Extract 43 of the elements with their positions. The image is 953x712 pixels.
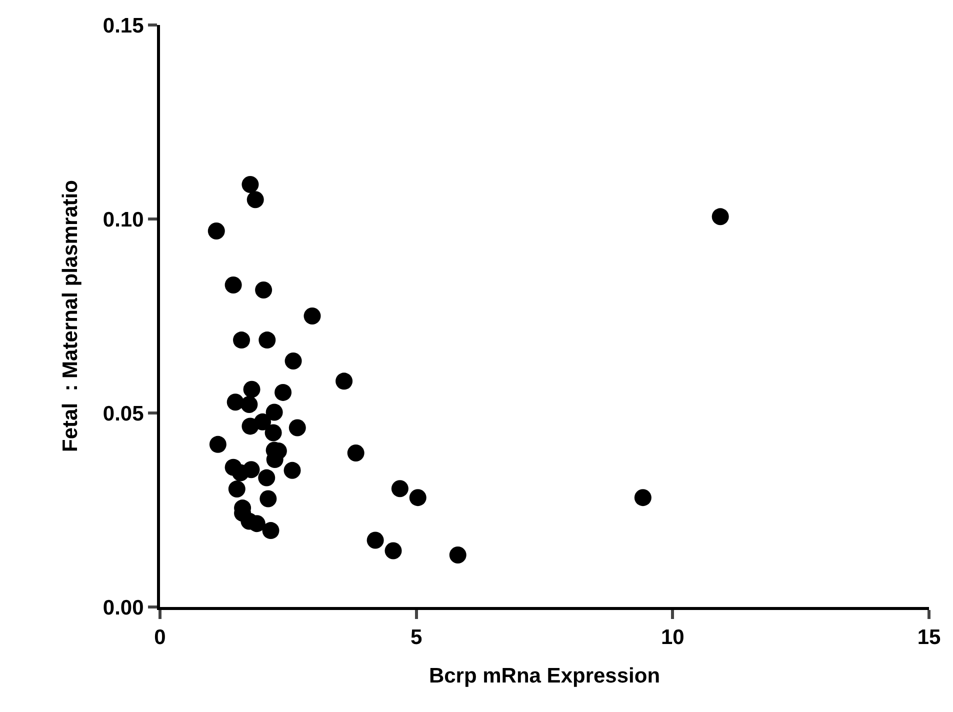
point xyxy=(366,532,384,549)
y-axis-title: Fetal : Maternal plasmratio xyxy=(59,180,82,452)
point xyxy=(409,489,426,506)
point xyxy=(243,380,260,398)
x-tick-label: 15 xyxy=(917,626,941,650)
point xyxy=(233,332,250,349)
point xyxy=(208,222,225,240)
point xyxy=(224,276,242,294)
x-tick-label: 5 xyxy=(410,626,422,650)
point xyxy=(284,462,301,479)
point xyxy=(258,332,276,349)
point xyxy=(384,542,402,560)
point xyxy=(266,404,283,421)
point xyxy=(391,480,408,498)
point xyxy=(347,444,364,462)
point xyxy=(274,384,292,401)
point xyxy=(304,308,321,324)
point xyxy=(288,419,306,436)
point xyxy=(634,489,652,506)
point xyxy=(255,282,272,298)
y-tick-label: 0.00 xyxy=(102,596,144,620)
y-tick-label: 0.10 xyxy=(102,208,144,232)
point xyxy=(226,394,244,411)
point xyxy=(449,546,466,564)
point xyxy=(284,352,302,370)
point xyxy=(336,372,353,390)
point xyxy=(209,436,226,453)
y-tick-label: 0.15 xyxy=(102,14,144,38)
x-tick-label: 0 xyxy=(154,626,166,650)
point xyxy=(242,461,260,478)
point xyxy=(262,522,280,540)
x-axis-title: Bcrp mRna Expression xyxy=(428,664,660,688)
x-tick-label: 10 xyxy=(660,626,684,650)
point xyxy=(246,191,264,208)
point xyxy=(258,469,276,486)
y-tick-label: 0.05 xyxy=(102,402,144,426)
point xyxy=(260,490,277,508)
point xyxy=(242,176,259,193)
point xyxy=(228,480,246,498)
point xyxy=(240,396,258,413)
point xyxy=(712,208,729,226)
point xyxy=(254,413,272,430)
point xyxy=(264,424,282,442)
